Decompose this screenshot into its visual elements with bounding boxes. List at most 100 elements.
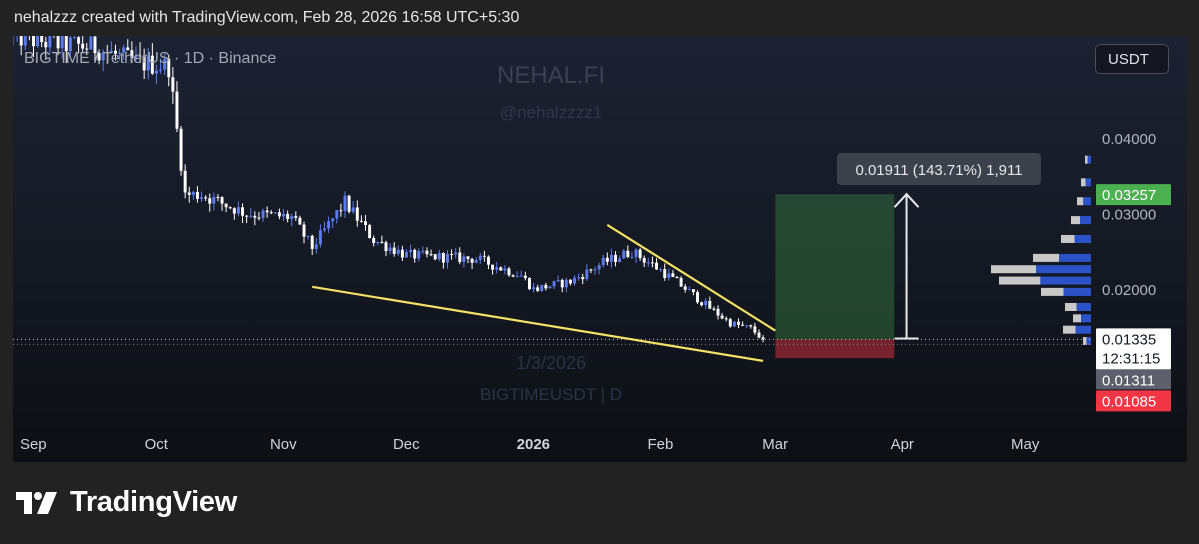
candle-body	[60, 36, 64, 49]
candle-body	[68, 37, 72, 52]
candle-body	[290, 216, 294, 220]
candle-body	[667, 273, 671, 278]
wedge-lower-line[interactable]	[312, 285, 764, 362]
x-tick-label: May	[1011, 436, 1040, 453]
candle-body	[441, 253, 445, 263]
candle-body	[491, 264, 495, 270]
candle-body	[409, 249, 413, 253]
volume-profile-bar	[1071, 216, 1080, 225]
stop-zone[interactable]	[775, 339, 895, 359]
candle-body	[552, 281, 556, 287]
volume-profile-bar	[1083, 337, 1087, 345]
candle-body	[232, 208, 236, 214]
candle-body	[89, 36, 93, 50]
volume-profile-bar	[1085, 155, 1088, 164]
volume-profile-bar	[1085, 178, 1091, 187]
candle-body	[167, 58, 171, 78]
candle-body	[413, 249, 417, 259]
candle-body	[73, 37, 76, 39]
target-zone[interactable]	[775, 194, 895, 340]
candle-body	[646, 262, 650, 264]
candle-body	[44, 41, 48, 48]
candle-body	[97, 53, 101, 61]
candle-body	[605, 257, 609, 262]
candle-body	[318, 230, 322, 245]
candle-body	[614, 254, 618, 262]
volume-profile-bar	[1081, 314, 1091, 323]
candle-body	[474, 259, 478, 263]
candle-body	[400, 249, 404, 258]
chart-panel[interactable]: NEHAL.FI @nehalzzzz1 1/3/2026 BIGTIMEUSDT |…	[13, 36, 1187, 462]
volume-profile-bar	[1059, 253, 1091, 262]
candle-body	[204, 197, 208, 199]
target-price-label-bg	[1096, 184, 1171, 206]
candle-body	[396, 249, 400, 254]
candle-body	[220, 197, 224, 204]
candle-body	[511, 275, 515, 277]
candle-body	[241, 207, 245, 216]
y-tick-label: 0.02000	[1102, 282, 1156, 299]
volume-profile-bar	[1087, 155, 1091, 164]
candle-body	[249, 215, 253, 217]
candle-body	[527, 278, 531, 290]
candle-body	[458, 252, 462, 263]
currency-button[interactable]: USDT	[1095, 44, 1169, 74]
candle-body	[48, 36, 52, 48]
candle-body	[405, 252, 408, 258]
candle-body	[335, 210, 339, 219]
volume-profile-bar	[1040, 276, 1091, 285]
tradingview-logo-icon	[16, 491, 57, 514]
candle-body	[323, 228, 326, 231]
candle-body	[191, 191, 195, 195]
candle-body	[208, 198, 212, 204]
candle-body	[482, 255, 486, 257]
candle-body	[429, 254, 433, 256]
candle-body	[650, 262, 654, 264]
candle-body	[183, 170, 187, 193]
volume-profile-bar	[1080, 216, 1091, 225]
candle-body	[757, 332, 761, 338]
last-price-label: 0.01335	[1102, 331, 1156, 348]
x-tick-label: Oct	[145, 436, 169, 453]
x-tick-label: Feb	[647, 436, 673, 453]
candle-body	[105, 52, 109, 54]
symbol-title: BIGTIME / TetherUS · 1D · Binance	[24, 50, 276, 67]
candle-body	[745, 325, 749, 327]
candle-body	[515, 276, 519, 278]
volume-profile-bar	[1061, 235, 1075, 243]
candle-body	[195, 191, 199, 199]
candle-body	[433, 254, 437, 260]
candle-body	[224, 203, 228, 208]
candle-body	[560, 279, 564, 288]
candle-body	[294, 216, 298, 218]
measure-label: 0.01911 (143.71%) 1,911	[855, 162, 1022, 179]
stop-price-label: 0.01085	[1102, 393, 1156, 410]
candle-body	[347, 195, 351, 212]
candle-body	[36, 36, 40, 47]
candle-body	[310, 235, 314, 249]
candle-body	[253, 215, 257, 218]
candle-body	[245, 215, 249, 217]
candle-body	[81, 43, 85, 49]
candle-body	[659, 269, 663, 271]
candle-body	[159, 69, 163, 71]
candle-body	[163, 58, 167, 70]
candle-body	[601, 257, 605, 266]
candle-body	[732, 321, 736, 327]
volume-profile-bar	[1041, 287, 1064, 296]
price-chart[interactable]: NEHAL.FI @nehalzzzz1 1/3/2026 BIGTIMEUSDT |…	[13, 36, 1187, 462]
x-tick-label: Mar	[762, 436, 788, 453]
candle-body	[175, 91, 179, 129]
candle-body	[655, 262, 658, 270]
candle-body	[536, 287, 540, 291]
volume-profile-bar	[1077, 197, 1084, 206]
volume-profile-bar	[1083, 197, 1091, 206]
watermark-symbol: BIGTIMEUSDT | D	[480, 385, 622, 404]
candle-body	[93, 36, 97, 54]
candle-body	[597, 265, 601, 270]
x-tick-label: Sep	[20, 436, 47, 453]
candle-body	[687, 289, 691, 291]
wedge-upper-line[interactable]	[606, 223, 776, 332]
candle-body	[77, 37, 81, 44]
candle-body	[753, 326, 757, 333]
